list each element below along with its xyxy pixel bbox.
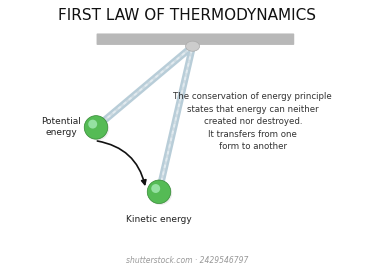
Text: Kinetic energy: Kinetic energy xyxy=(126,215,192,224)
Text: Potential
energy: Potential energy xyxy=(42,117,82,137)
Text: FIRST LAW OF THERMODYNAMICS: FIRST LAW OF THERMODYNAMICS xyxy=(58,8,316,23)
Circle shape xyxy=(148,181,172,205)
Circle shape xyxy=(88,120,97,129)
Text: The conservation of energy principle
states that energy can neither
created nor : The conservation of energy principle sta… xyxy=(174,92,332,151)
Circle shape xyxy=(151,184,160,193)
Circle shape xyxy=(84,116,108,139)
Ellipse shape xyxy=(186,41,200,51)
Circle shape xyxy=(86,117,109,141)
FancyArrowPatch shape xyxy=(97,141,146,185)
Circle shape xyxy=(147,180,171,204)
Text: shutterstock.com · 2429546797: shutterstock.com · 2429546797 xyxy=(126,256,248,265)
FancyBboxPatch shape xyxy=(96,33,294,45)
